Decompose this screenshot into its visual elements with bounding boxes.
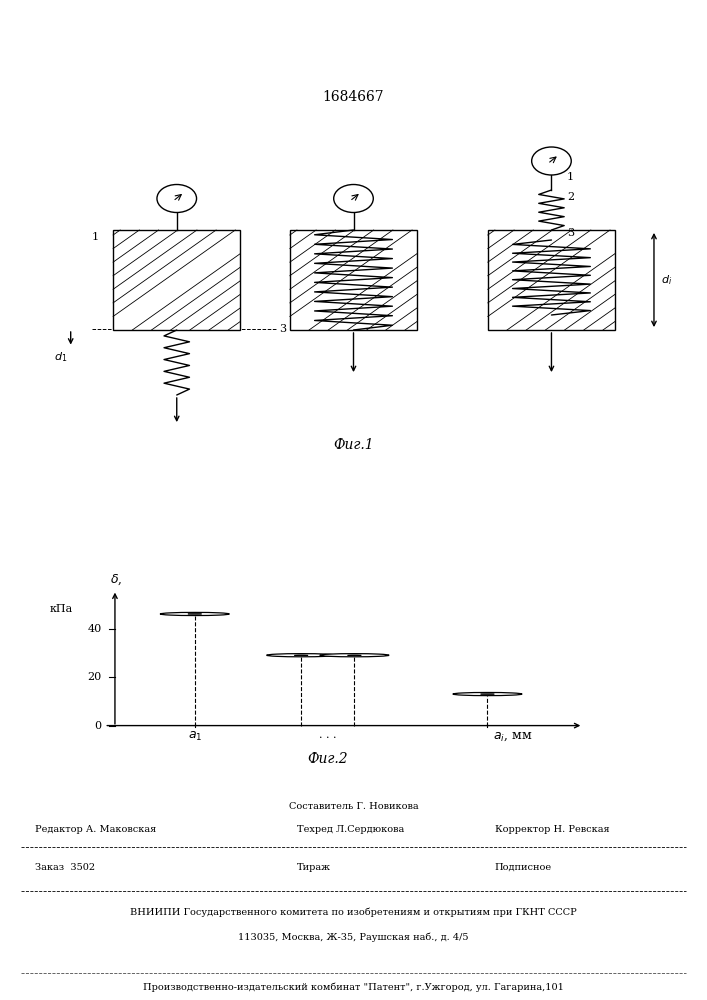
Text: Техред Л.Сердюкова: Техред Л.Сердюкова: [297, 825, 404, 834]
Text: . . .: . . .: [319, 730, 337, 740]
Text: Фиг.2: Фиг.2: [308, 752, 348, 766]
Text: 2: 2: [185, 198, 192, 208]
Circle shape: [320, 654, 389, 657]
Text: 2: 2: [567, 192, 574, 202]
Text: $a_1$: $a_1$: [187, 730, 202, 743]
Text: ВНИИПИ Государственного комитета по изобретениям и открытиям при ГКНТ СССР: ВНИИПИ Государственного комитета по изоб…: [130, 907, 577, 917]
Text: 3: 3: [567, 228, 574, 237]
Circle shape: [334, 184, 373, 213]
Bar: [488, 230, 615, 330]
Text: Подписное: Подписное: [495, 863, 552, 872]
Text: Корректор Н. Ревская: Корректор Н. Ревская: [495, 825, 609, 834]
Text: Заказ  3502: Заказ 3502: [35, 863, 95, 872]
Text: 20: 20: [88, 672, 102, 682]
Text: $\delta$,: $\delta$,: [110, 573, 122, 587]
Text: 1: 1: [567, 172, 574, 182]
Circle shape: [532, 147, 571, 175]
Text: $d_i$: $d_i$: [661, 273, 672, 287]
Text: Производственно-издательский комбинат "Патент", г.Ужгород, ул. Гагарина,101: Производственно-издательский комбинат "П…: [143, 983, 564, 992]
Text: $d_1$: $d_1$: [54, 350, 67, 364]
Text: 0: 0: [95, 721, 102, 731]
Text: 40: 40: [88, 624, 102, 634]
Bar: [290, 230, 417, 330]
Circle shape: [160, 612, 229, 616]
Text: 1: 1: [92, 232, 99, 242]
Text: кПа: кПа: [50, 604, 74, 614]
Text: Редактор А. Маковская: Редактор А. Маковская: [35, 825, 156, 834]
Circle shape: [453, 692, 522, 696]
Bar: [113, 230, 240, 330]
Text: 1684667: 1684667: [322, 90, 385, 104]
Circle shape: [267, 654, 336, 657]
Text: Фиг.1: Фиг.1: [333, 438, 374, 452]
Text: $a_i$, мм: $a_i$, мм: [493, 730, 532, 743]
Text: Тираж: Тираж: [297, 863, 331, 872]
Text: 3: 3: [279, 324, 286, 334]
Circle shape: [157, 184, 197, 213]
Text: Составитель Г. Новикова: Составитель Г. Новикова: [288, 802, 419, 811]
Text: 113035, Москва, Ж-35, Раушская наб., д. 4/5: 113035, Москва, Ж-35, Раушская наб., д. …: [238, 932, 469, 942]
